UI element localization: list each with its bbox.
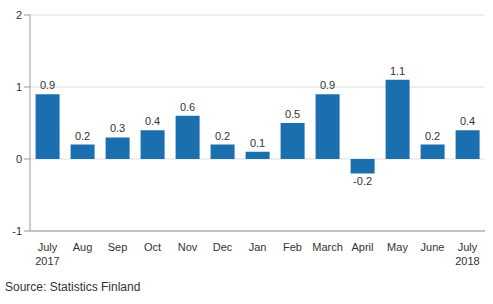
svg-text:0: 0 <box>16 153 22 165</box>
svg-text:1.1: 1.1 <box>390 65 405 77</box>
html-text:Source: Statistics Finland: Source: Statistics Finland <box>5 280 141 294</box>
svg-text:0.1: 0.1 <box>250 137 265 149</box>
svg-text:Aug: Aug <box>73 241 93 253</box>
svg-text:0.9: 0.9 <box>40 79 55 91</box>
svg-text:0.4: 0.4 <box>145 115 160 127</box>
svg-text:0.6: 0.6 <box>180 101 195 113</box>
svg-text:May: May <box>387 241 408 253</box>
svg-text:0.4: 0.4 <box>460 115 475 127</box>
svg-text:2: 2 <box>16 9 22 21</box>
svg-text:0.2: 0.2 <box>75 130 90 142</box>
svg-text:Jan: Jan <box>249 241 267 253</box>
svg-text:0.3: 0.3 <box>110 122 125 134</box>
svg-text:-1: -1 <box>12 225 22 237</box>
svg-text:June: June <box>421 241 445 253</box>
svg-text:Sep: Sep <box>108 241 128 253</box>
svg-text:0.5: 0.5 <box>285 108 300 120</box>
svg-text:0.2: 0.2 <box>215 130 230 142</box>
svg-text:0.9: 0.9 <box>320 79 335 91</box>
svg-text:0.2: 0.2 <box>425 130 440 142</box>
svg-text:1: 1 <box>16 81 22 93</box>
svg-text:Nov: Nov <box>178 241 198 253</box>
svg-text:Feb: Feb <box>283 241 302 253</box>
svg-text:-0.2: -0.2 <box>353 175 372 187</box>
svg-text:Oct: Oct <box>144 241 161 253</box>
svg-text:March: March <box>312 241 343 253</box>
svg-text:April: April <box>351 241 373 253</box>
svg-text:Dec: Dec <box>213 241 233 253</box>
svg-text:July2017: July2017 <box>35 241 59 267</box>
svg-text:July2018: July2018 <box>455 241 479 267</box>
